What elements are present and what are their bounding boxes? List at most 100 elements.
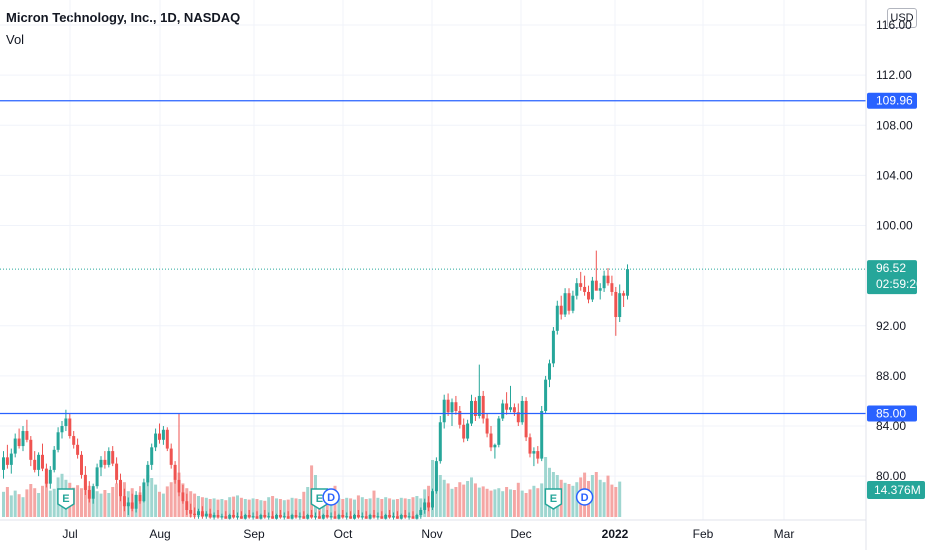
volume-bar xyxy=(29,484,33,517)
volume-bar xyxy=(99,493,103,517)
volume-bar xyxy=(485,488,489,517)
volume-bar xyxy=(17,494,21,517)
volume-bar xyxy=(208,499,212,517)
candle-body xyxy=(512,407,516,413)
volume-bar xyxy=(243,499,247,517)
volume-bar xyxy=(173,479,177,517)
volume-bar xyxy=(275,498,278,517)
candle-body xyxy=(555,305,559,331)
candle-body xyxy=(177,479,181,493)
candle-body xyxy=(536,451,540,459)
volume-bar xyxy=(450,488,454,517)
last-price-badge xyxy=(867,260,917,295)
candle-body xyxy=(239,516,243,519)
volume-bar xyxy=(473,483,477,517)
candle-body xyxy=(204,513,208,517)
candle-body xyxy=(189,509,193,514)
time-tick-label: 2022 xyxy=(602,527,629,541)
candle-body xyxy=(356,514,360,518)
candle-body xyxy=(590,280,594,300)
volume-bar xyxy=(150,478,154,517)
price-tick-label: 100.00 xyxy=(876,219,913,233)
level-badge xyxy=(867,405,917,422)
volume-bar xyxy=(111,487,115,517)
candle-body xyxy=(563,293,567,315)
candle-body xyxy=(462,424,466,439)
candle-body xyxy=(329,516,333,518)
volume-label: Vol xyxy=(6,32,25,47)
candle-body xyxy=(255,516,259,519)
dividend-marker-label: D xyxy=(581,492,589,504)
volume-bar xyxy=(44,482,48,517)
volume-bar xyxy=(107,493,111,517)
volume-bar xyxy=(540,483,544,517)
volume-bar xyxy=(52,488,56,517)
candle-body xyxy=(368,514,372,519)
dividend-marker xyxy=(575,488,594,506)
volume-bar xyxy=(286,499,290,517)
candle-body xyxy=(419,509,423,515)
volume-bar xyxy=(9,495,13,517)
candle-body xyxy=(481,395,485,419)
candle-body xyxy=(72,436,76,445)
volume-bar xyxy=(232,496,236,517)
volume-bar xyxy=(399,497,403,517)
volume-bar xyxy=(372,490,376,517)
volume-bar xyxy=(454,487,458,517)
volume-badge xyxy=(867,481,925,499)
volume-bar xyxy=(618,481,622,517)
volume-bar xyxy=(462,484,466,517)
volume-bar xyxy=(5,487,9,517)
candle-body xyxy=(458,410,462,425)
candle-body xyxy=(83,474,87,490)
volume-bar xyxy=(154,484,158,517)
candle-body xyxy=(360,516,364,518)
candle-body xyxy=(60,426,64,433)
candle-body xyxy=(91,486,95,499)
candle-body xyxy=(68,418,72,437)
volume-bar xyxy=(165,486,169,517)
candle-body xyxy=(470,400,473,424)
candle-body xyxy=(501,403,505,419)
candle-body xyxy=(427,502,431,508)
candle-body xyxy=(76,444,80,455)
earnings-marker-label: E xyxy=(316,493,323,505)
volume-bar xyxy=(364,499,368,517)
volume-bar xyxy=(345,497,349,517)
candle-body xyxy=(87,489,91,499)
candle-body xyxy=(224,516,228,519)
candle-body xyxy=(9,453,13,465)
time-tick-label: Aug xyxy=(149,527,170,541)
volume-badge-label: 14.376M xyxy=(874,483,921,497)
currency-button[interactable]: USD xyxy=(887,8,917,28)
candle-body xyxy=(399,514,403,519)
volume-bar xyxy=(115,483,119,517)
volume-bar xyxy=(497,488,501,517)
earnings-marker xyxy=(544,488,563,510)
volume-bar xyxy=(501,491,505,517)
volume-bar xyxy=(48,490,52,517)
volume-bar xyxy=(271,496,275,517)
candle-body xyxy=(122,496,126,507)
candle-body xyxy=(111,451,115,464)
candle-body xyxy=(56,432,60,450)
last-price-label: 96.52 xyxy=(876,261,906,275)
volume-bar xyxy=(278,499,282,517)
candle-body xyxy=(606,275,610,284)
candle-body xyxy=(314,516,317,518)
candle-body xyxy=(134,494,138,509)
candle-body xyxy=(594,280,598,291)
volume-bar xyxy=(337,498,341,517)
earnings-marker-label: E xyxy=(550,493,557,505)
volume-bar xyxy=(411,497,415,517)
volume-bar xyxy=(520,490,524,517)
volume-bar xyxy=(255,499,259,517)
candle-body xyxy=(610,283,614,292)
volume-bar xyxy=(267,497,271,517)
volume-bar xyxy=(294,498,298,517)
candle-body xyxy=(52,449,56,470)
volume-bar xyxy=(384,497,388,517)
candle-body xyxy=(138,494,142,502)
candle-body xyxy=(193,513,197,515)
